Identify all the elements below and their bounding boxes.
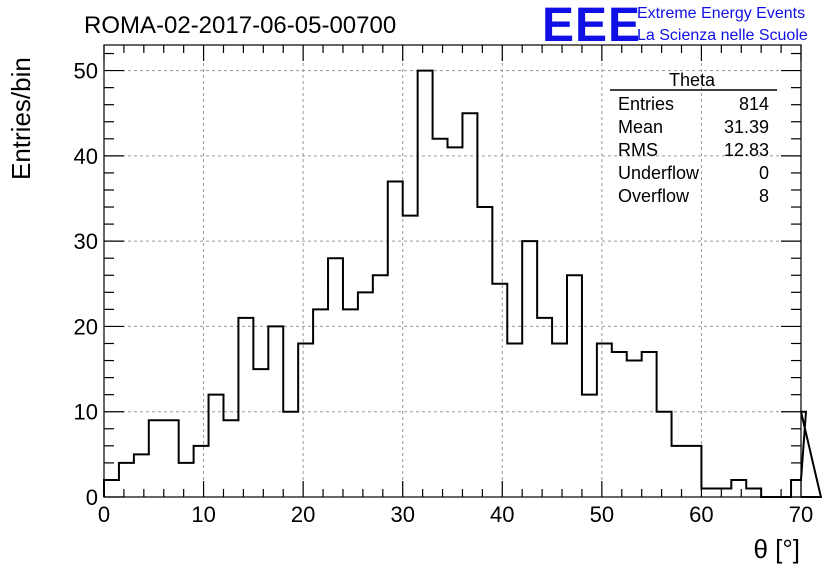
stats-title: Theta (669, 70, 716, 90)
stats-entries-value: 814 (739, 94, 769, 114)
y-tick-label-0: 0 (86, 485, 98, 510)
y-axis-label: Entries/bin (6, 57, 36, 180)
histogram-step-line (104, 71, 821, 497)
x-tick-label-30: 30 (390, 502, 414, 527)
stats-overflow-label: Overflow (618, 186, 690, 206)
eee-logo: EEE Extreme Energy Events La Scienza nel… (542, 0, 808, 52)
x-tick-label-40: 40 (490, 502, 514, 527)
y-tick-label-40: 40 (74, 144, 98, 169)
x-axis-label: θ [°] (753, 534, 800, 564)
stats-mean-label: Mean (618, 117, 663, 137)
eee-logo-letters: EEE (542, 0, 641, 52)
stats-rms-value: 12.83 (724, 140, 769, 160)
y-tick-label-50: 50 (74, 59, 98, 84)
eee-logo-line1: Extreme Energy Events (637, 5, 805, 22)
y-tick-label-10: 10 (74, 400, 98, 425)
stats-box: Theta Entries 814 Mean 31.39 RMS 12.83 U… (610, 70, 777, 206)
stats-overflow-value: 8 (759, 186, 769, 206)
stats-entries-label: Entries (618, 94, 674, 114)
stats-underflow-value: 0 (759, 163, 769, 183)
x-tick-label-20: 20 (291, 502, 315, 527)
eee-logo-line2: La Scienza nelle Scuole (637, 27, 808, 44)
x-tick-label-70: 70 (789, 502, 813, 527)
x-tick-label-0: 0 (98, 502, 110, 527)
x-tick-label-10: 10 (191, 502, 215, 527)
stats-mean-value: 31.39 (724, 117, 769, 137)
stats-rms-label: RMS (618, 140, 658, 160)
x-tick-label-50: 50 (590, 502, 614, 527)
y-tick-label-20: 20 (74, 314, 98, 339)
x-tick-label-60: 60 (689, 502, 713, 527)
stats-underflow-label: Underflow (618, 163, 700, 183)
chart-title: ROMA-02-2017-06-05-00700 (84, 12, 396, 39)
y-tick-label-30: 30 (74, 229, 98, 254)
